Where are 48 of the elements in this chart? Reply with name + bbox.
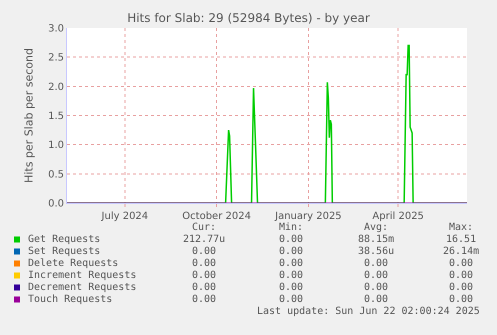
text: 26.14m xyxy=(443,246,480,257)
y-tick-label: 1.0 xyxy=(48,140,64,152)
legend-label: Delete Requests xyxy=(28,258,118,269)
text: 0.00 xyxy=(279,234,304,245)
text: 16.51 xyxy=(446,234,476,245)
text: 0.00 xyxy=(449,282,474,293)
text: Last update: Sun Jun 22 02:00:24 2025 xyxy=(257,306,480,317)
y-tick-label: 3.0 xyxy=(48,24,64,34)
text: 38.56u xyxy=(358,246,394,257)
legend-label: Set Requests xyxy=(28,246,100,257)
text: 0.00 xyxy=(279,258,304,269)
text: 0.00 xyxy=(279,294,304,305)
legend-label: Increment Requests xyxy=(28,270,136,281)
text: 0.00 xyxy=(279,282,304,293)
text: Avg: xyxy=(364,222,388,233)
text: 0.00 xyxy=(279,270,304,281)
text: 0.00 xyxy=(364,258,388,269)
chart-title: Hits for Slab: 29 (52984 Bytes) - by year xyxy=(127,11,370,26)
x-tick-label: July 2024 xyxy=(100,211,148,222)
text: 0.00 xyxy=(192,282,216,293)
text: 0.00 xyxy=(192,294,216,305)
legend-label: Touch Requests xyxy=(28,294,112,305)
text: 212.77u xyxy=(183,234,226,245)
y-tick-label: 2.0 xyxy=(48,82,64,93)
y-tick-label: 2.5 xyxy=(48,52,64,64)
text: 0.00 xyxy=(364,270,388,281)
text: 0.00 xyxy=(449,270,474,281)
text: 0.00 xyxy=(192,246,216,257)
text: Cur: xyxy=(192,222,216,233)
text: 0.00 xyxy=(449,258,474,269)
text: 0.00 xyxy=(192,270,216,281)
text: Min: xyxy=(279,222,304,233)
y-tick-label: 1.5 xyxy=(48,111,64,122)
text: 0.00 xyxy=(279,246,304,257)
x-tick-label: April 2025 xyxy=(372,211,424,222)
x-tick-label: January 2025 xyxy=(274,211,342,222)
text: 88.15m xyxy=(358,234,394,245)
text: 0.00 xyxy=(364,294,388,305)
y-tick-label: 0.5 xyxy=(48,169,64,180)
text: 0.00 xyxy=(192,258,216,269)
y-axis-title: Hits per Slab per second xyxy=(22,48,36,183)
legend-label: Get Requests xyxy=(28,234,100,245)
text: 0.00 xyxy=(449,294,474,305)
x-tick-label: October 2024 xyxy=(182,211,251,222)
y-tick-label: 0.0 xyxy=(48,198,64,210)
legend-label: Decrement Requests xyxy=(28,282,136,293)
text: Max: xyxy=(449,222,474,233)
text: 0.00 xyxy=(364,282,388,293)
